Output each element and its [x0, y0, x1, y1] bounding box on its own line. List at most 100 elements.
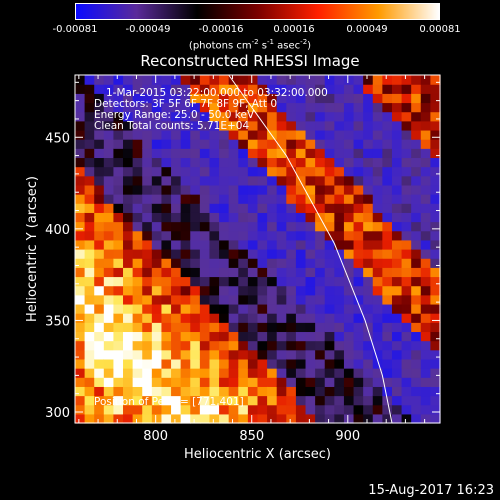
heatmap-cell — [219, 203, 230, 213]
heatmap-cell — [267, 377, 278, 387]
heatmap-cell — [190, 166, 201, 177]
heatmap-cell — [391, 331, 403, 342]
heatmap-cell — [75, 386, 86, 397]
heatmap-cell — [132, 239, 143, 250]
heatmap-cell — [171, 148, 182, 159]
heatmap-cell — [315, 129, 326, 140]
heatmap-cell — [199, 313, 211, 323]
heatmap-cell — [295, 395, 307, 406]
heatmap-cell — [257, 166, 268, 177]
heatmap-cell — [286, 111, 297, 122]
heatmap-cell — [382, 331, 393, 342]
heatmap-cell — [391, 285, 403, 296]
heatmap-cell — [247, 194, 259, 204]
heatmap-cell — [420, 239, 431, 250]
heatmap-cell — [411, 239, 422, 250]
heatmap-cell — [276, 313, 287, 323]
heatmap-cell — [363, 404, 374, 415]
heatmap-cell — [382, 249, 393, 259]
heatmap-cell — [305, 93, 316, 104]
heatmap-cell — [315, 120, 326, 131]
heatmap-cell — [209, 322, 220, 333]
heatmap-cell — [334, 294, 345, 305]
heatmap-cell — [123, 249, 134, 259]
heatmap-cell — [103, 377, 115, 387]
heatmap-cell — [142, 157, 153, 168]
heatmap-cell — [228, 203, 239, 213]
heatmap-cell — [161, 203, 172, 213]
heatmap-cell — [113, 303, 124, 314]
heatmap-cell — [420, 129, 431, 140]
heatmap-cell — [315, 331, 326, 342]
heatmap-cell — [190, 111, 201, 122]
heatmap-cell — [171, 102, 182, 113]
heatmap-cell — [103, 139, 115, 149]
heatmap-cell — [411, 395, 422, 406]
heatmap-cell — [238, 294, 249, 305]
heatmap-cell — [142, 230, 153, 241]
heatmap-cell — [372, 129, 383, 140]
heatmap-cell — [295, 303, 307, 314]
heatmap-cell — [123, 230, 134, 241]
heatmap-cell — [75, 276, 86, 287]
heatmap-cell — [94, 239, 105, 250]
axis-ticks: 800 850 900 300 350 400 450 — [45, 75, 440, 444]
heatmap-cell — [353, 276, 364, 287]
heatmap-cell — [315, 111, 326, 122]
heatmap-cell — [113, 322, 124, 333]
heatmap-cell — [420, 212, 431, 223]
heatmap-cell — [420, 111, 431, 122]
heatmap-cell — [180, 267, 191, 278]
heatmap-cell — [75, 349, 86, 360]
heatmap-cell — [247, 212, 259, 223]
heatmap-cell — [257, 194, 268, 204]
heatmap-cell — [142, 386, 153, 397]
heatmap-cell — [343, 239, 355, 250]
heatmap-cell — [238, 267, 249, 278]
heatmap-cell — [276, 267, 287, 278]
heatmap-cell — [315, 313, 326, 323]
heatmap-cell — [113, 358, 124, 369]
heatmap-cell — [94, 166, 105, 177]
heatmap-cell — [228, 139, 239, 149]
heatmap-cell — [430, 267, 441, 278]
heatmap-cell — [286, 285, 297, 296]
heatmap-cell — [382, 84, 393, 94]
heatmap-cell — [382, 303, 393, 314]
heatmap-cell — [113, 230, 124, 241]
heatmap-cell — [343, 404, 355, 415]
heatmap-cell — [372, 322, 383, 333]
heatmap-cell — [401, 111, 412, 122]
heatmap-cell — [286, 203, 297, 213]
heatmap-cell — [84, 276, 95, 287]
heatmap-cell — [363, 129, 374, 140]
heatmap-cell — [123, 194, 134, 204]
heatmap-cell — [113, 404, 124, 415]
heatmap-cell — [132, 184, 143, 195]
heatmap-cell — [257, 386, 268, 397]
heatmap-cell — [113, 166, 124, 177]
heatmap-cell — [75, 294, 86, 305]
heatmap-cell — [113, 75, 124, 85]
heatmap-cell — [228, 349, 239, 360]
heatmap-cell — [401, 258, 412, 268]
heatmap-cell — [123, 203, 134, 213]
heatmap-cell — [219, 404, 230, 415]
heatmap-cell — [142, 139, 153, 149]
heatmap-cell — [315, 102, 326, 113]
heatmap-cell — [391, 368, 403, 378]
heatmap-cell — [295, 120, 307, 131]
heatmap-cell — [295, 267, 307, 278]
heatmap-cell — [180, 386, 191, 397]
heatmap-cell — [391, 75, 403, 85]
heatmap-cell — [103, 157, 115, 168]
heatmap-cell — [295, 129, 307, 140]
heatmap-cell — [219, 120, 230, 131]
heatmap-cell — [199, 175, 211, 186]
heatmap-cell — [430, 148, 441, 159]
heatmap-cell — [151, 404, 163, 415]
heatmap-cell — [219, 157, 230, 168]
heatmap-cell — [324, 221, 335, 232]
heatmap-cell — [103, 267, 115, 278]
